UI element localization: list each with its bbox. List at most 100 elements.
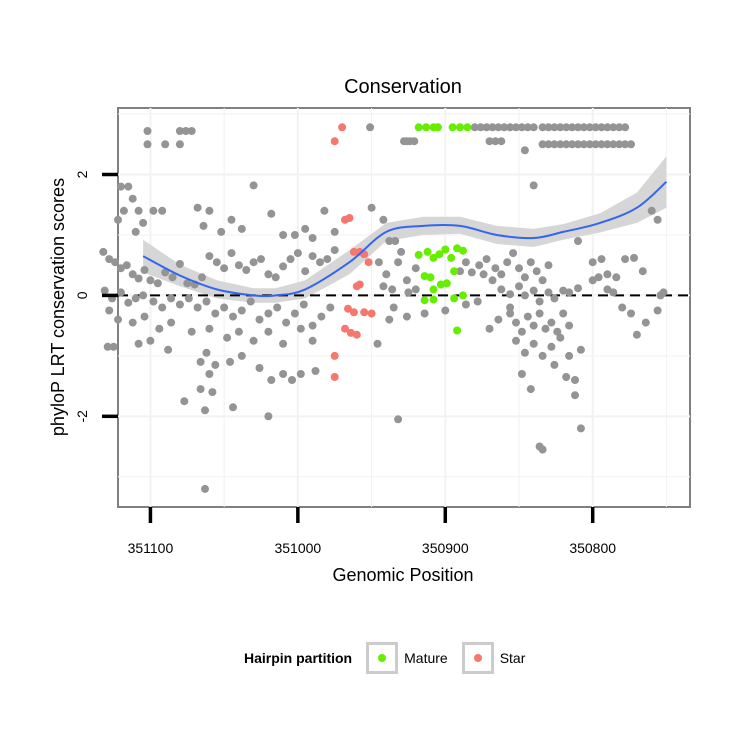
data-point-other [659,288,668,297]
plot-panel [117,107,691,508]
data-point-star [341,324,349,333]
data-point-other [532,267,541,276]
data-point-other [579,123,588,132]
data-point-other [149,206,158,215]
data-point-other [535,297,544,306]
data-point-other [234,327,243,336]
y-tick-label: -2 [74,410,90,423]
data-point-other [139,218,148,227]
data-point-other [205,206,214,215]
data-point-other [308,321,317,330]
data-point-mature [442,279,451,288]
data-point-other [202,297,211,306]
data-point-other [237,224,246,233]
data-point-other [559,309,568,318]
data-point-other [547,318,556,327]
data-point-other [257,255,265,264]
data-point-other [597,123,606,132]
data-point-other [299,300,308,309]
data-point-other [476,123,485,132]
data-point-other [591,123,600,132]
data-point-other [183,279,192,288]
data-point-other [482,255,491,264]
data-point-other [196,357,205,366]
data-point-other [196,385,205,394]
data-point-other [538,276,547,285]
data-point-other [249,181,258,190]
confidence-band-area [143,156,667,303]
data-point-other [588,258,597,267]
data-point-other [229,312,237,321]
data-point-other [366,123,375,132]
data-point-other [647,206,656,215]
data-point-other [264,412,273,421]
data-point-other [491,137,500,146]
data-point-other [293,249,302,258]
data-point-star [344,304,352,313]
data-point-other [565,288,574,297]
data-point-other [288,376,296,384]
data-point-other [515,282,523,291]
data-point-other [515,264,523,273]
data-point-other [520,348,529,357]
data-point-other [271,273,280,282]
y-tick-label: 0 [74,291,90,299]
data-point-other [211,309,220,318]
data-point-other [488,123,497,132]
data-point-mature [447,253,456,262]
data-point-star [330,351,339,360]
data-point-other [205,324,214,333]
data-point-other [621,255,630,264]
data-point-other [585,140,594,149]
data-point-other [187,327,196,336]
data-point-other [267,376,276,384]
data-point-mature [414,123,423,132]
data-point-other [379,282,388,291]
data-point-other [103,342,112,351]
data-point-other [541,324,550,333]
data-point-other [184,294,193,303]
data-point-other [158,303,167,312]
data-point-other [264,309,273,318]
data-point-other [296,370,305,378]
data-point-other [140,266,149,274]
data-point-other [161,140,170,149]
data-point-other [316,258,324,267]
data-point-other [128,270,137,279]
data-point-star [330,373,339,381]
legend-label-mature: Mature [404,650,448,666]
data-point-star [352,330,361,339]
data-point-other [205,252,214,261]
data-point-mature [429,253,438,262]
data-point-other [404,288,413,297]
data-point-other [603,285,612,294]
data-point-other [529,181,538,190]
data-point-other [556,123,565,132]
data-point-mature [435,250,444,259]
data-point-other [223,333,232,342]
data-point-other [411,264,420,273]
confidence-band [143,156,667,303]
data-point-other [535,309,544,318]
data-point-other [500,123,509,132]
data-point-other [565,321,574,330]
data-point-other [627,140,635,149]
data-point-other [180,397,189,406]
data-point-other [520,273,529,282]
data-point-other [385,315,394,324]
data-point-other [497,137,506,146]
data-point-other [638,267,647,276]
data-point-other [517,123,526,132]
data-point-other [105,306,114,315]
data-point-other [574,284,582,293]
data-point-other [571,376,579,384]
data-point-other [237,351,246,360]
data-point-other [529,286,538,295]
data-point-other [576,345,585,354]
data-point-other [461,300,470,309]
data-point-other [330,227,339,236]
data-point-other [131,227,140,236]
data-point-other [544,140,553,149]
data-point-other [603,140,612,149]
data-point-other [491,264,500,273]
